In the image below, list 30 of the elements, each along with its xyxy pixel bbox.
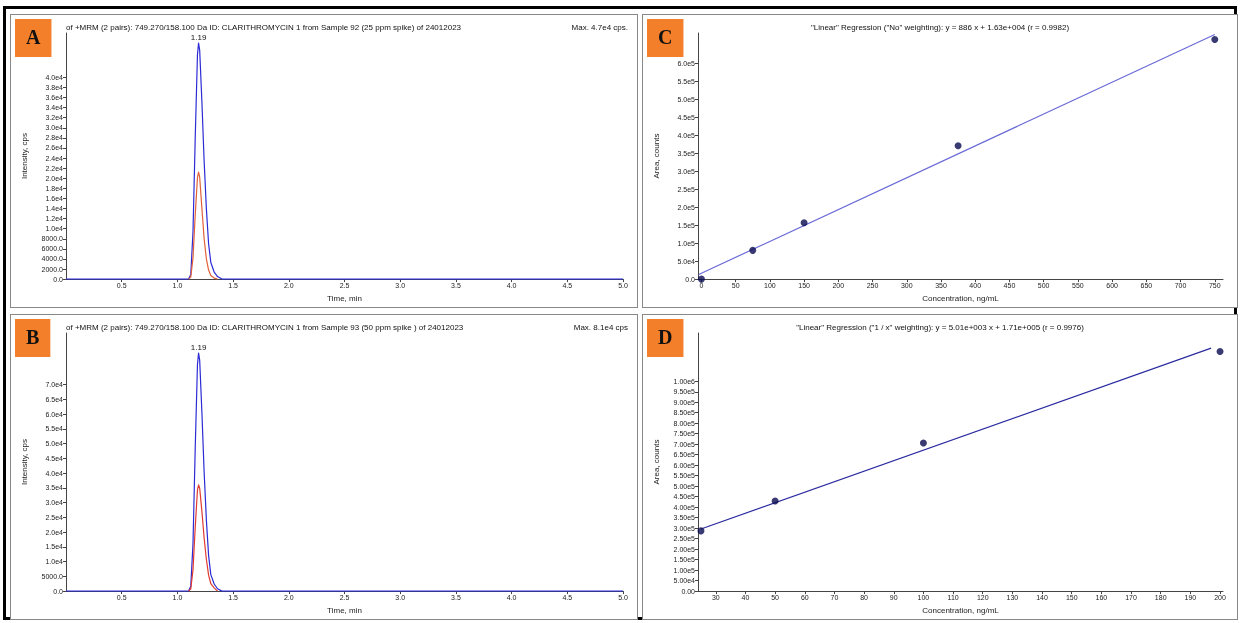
point — [1211, 35, 1219, 43]
x-axis-title: Time, min — [327, 605, 362, 615]
text: B — [26, 326, 40, 348]
point — [771, 497, 779, 505]
chart-title: of +MRM (2 pairs): 749.270/158.100 Da ID: CLARITHROMYCIN 1 from Sample 93 (50 ppm spike ) of 24012023 — [66, 322, 464, 332]
text: Max. 4.7e4 cps. — [571, 22, 629, 32]
text: D — [658, 326, 673, 348]
annotation: 1.19 — [190, 342, 207, 352]
x-axis-title: Concentration, ng/mL — [922, 293, 1000, 303]
text: C — [658, 26, 673, 48]
chart-title: "Linear" Regression ("1 / x" weighting): y = 5.01e+003 x + 1.71e+005 (r = 0.9976) — [796, 322, 1085, 332]
text: A — [26, 26, 41, 48]
text: Max. 8.1e4 cps — [573, 322, 628, 332]
chart-title: "Linear" Regression ("No" weighting): y = 886 x + 1.63e+004 (r = 0.9982) — [810, 22, 1070, 32]
point — [919, 439, 927, 447]
point — [697, 275, 705, 283]
point — [749, 246, 757, 254]
chart-title: of +MRM (2 pairs): 749.270/158.100 Da ID: CLARITHROMYCIN 1 from Sample 92 (25 ppm spike) of 24012023 — [66, 22, 462, 32]
x-axis-title: Concentration, ng/mL — [922, 605, 1000, 615]
line-series — [187, 484, 219, 592]
point — [954, 142, 962, 150]
point — [1216, 347, 1224, 355]
y-axis-title: Area, counts — [651, 133, 661, 179]
x-axis-title: Time, min — [327, 293, 362, 303]
point — [800, 219, 808, 227]
y-axis-title: Intensity, cps — [19, 133, 29, 180]
line-series — [187, 171, 219, 280]
y-axis-title: Intensity, cps — [19, 439, 29, 486]
y-axis-title: Area, counts — [651, 439, 661, 485]
annotation: 1.19 — [190, 32, 207, 42]
